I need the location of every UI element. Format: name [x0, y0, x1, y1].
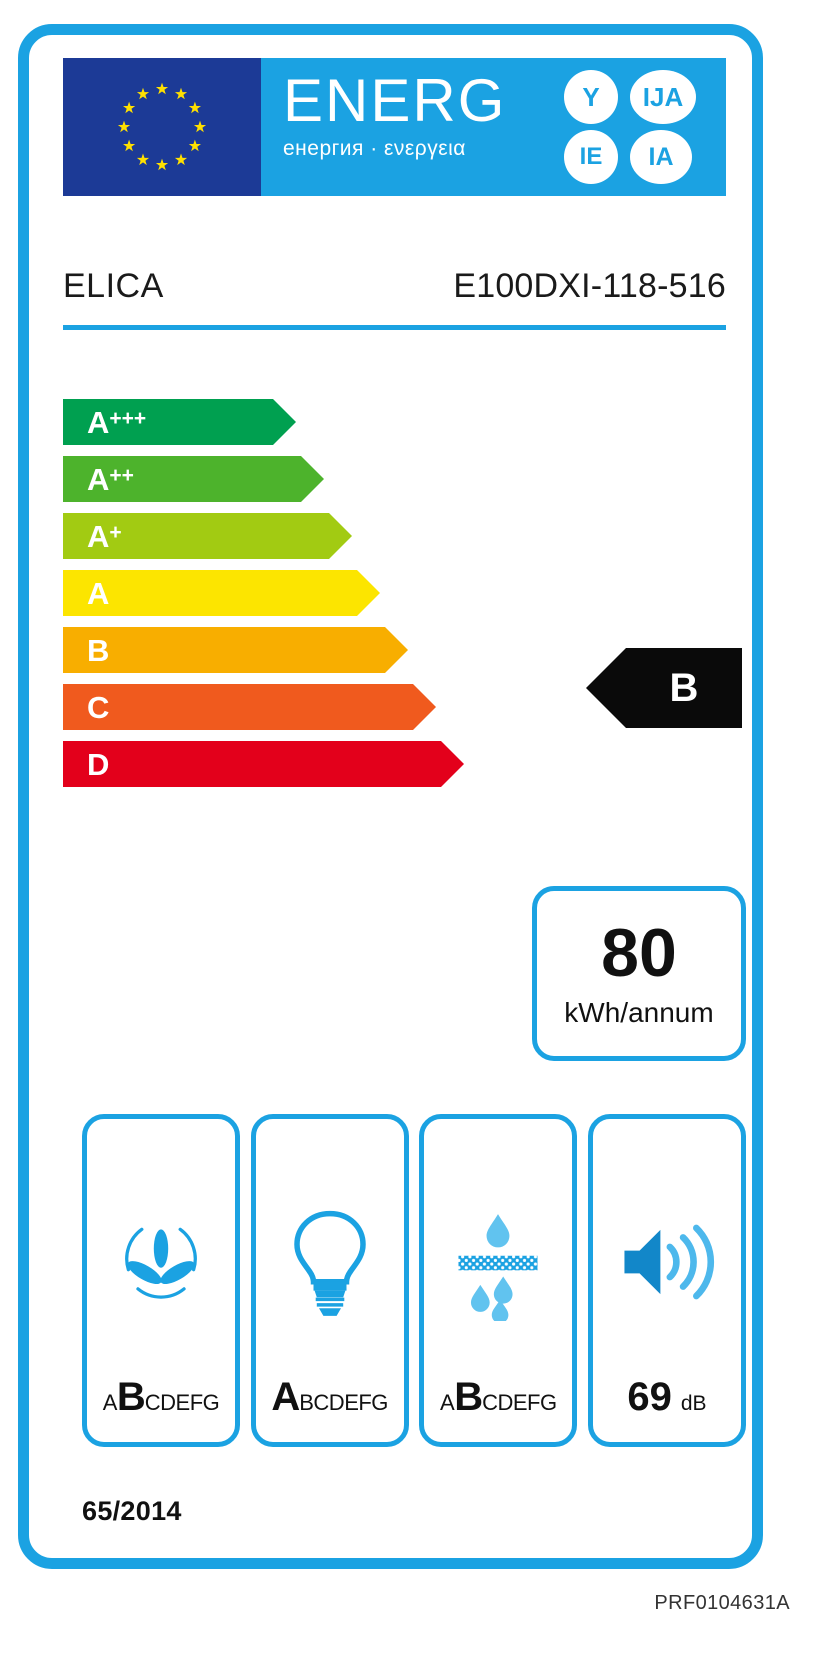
energy-class-letter: A: [87, 404, 110, 440]
document-code: PRF0104631A: [654, 1592, 790, 1614]
lightbulb-icon: [293, 1210, 366, 1316]
header-divider: [63, 325, 726, 330]
speaker-icon-wrap: [593, 1149, 741, 1375]
label-header: ENERG енергия · ενεργεια Y IJA IE IA: [63, 58, 726, 196]
noise-value: 69: [627, 1375, 672, 1419]
energ-wordmark: ENERG енергия · ενεργεια: [283, 68, 553, 162]
rating-after-letters: BCDEFG: [299, 1390, 388, 1415]
rating-fluid-dynamic-efficiency: A B CDEFG: [103, 1375, 220, 1420]
grease-filter-icon-wrap: [424, 1149, 572, 1375]
energy-class-label: A: [87, 578, 109, 609]
energy-class-arrow: A ++: [63, 456, 324, 502]
energy-class-label: A +++: [87, 407, 146, 438]
energy-class-label: A +: [87, 521, 122, 552]
panel-fluid-dynamic-efficiency: A B CDEFG: [82, 1114, 240, 1447]
energy-class-arrow: D: [63, 741, 464, 787]
energy-class-letter: A: [87, 518, 110, 554]
panel-grease-filtering-efficiency: A B CDEFG: [419, 1114, 578, 1447]
energ-word: ENERG: [283, 67, 507, 134]
scale-row-B: B: [63, 627, 483, 673]
energy-class-letter: D: [87, 746, 110, 782]
scale-row-A++: A ++: [63, 456, 483, 502]
grease-filter-icon: [458, 1214, 538, 1321]
eu-stars-icon: [117, 82, 207, 171]
rating-noise-level: 69 dB: [627, 1375, 706, 1420]
rating-after-letters: CDEFG: [482, 1390, 557, 1415]
current-class-letter: B: [669, 665, 699, 710]
energy-class-letter: B: [87, 632, 110, 668]
brand-name: ELICA: [63, 266, 164, 305]
rating-current-class: B: [116, 1375, 146, 1419]
fan-icon: [125, 1227, 197, 1299]
energy-class-letter: A: [87, 575, 110, 611]
energy-class-arrow: A: [63, 570, 380, 616]
speaker-icon: [624, 1224, 715, 1300]
energ-wordmark-block: ENERG енергия · ενεργεια Y IJA IE IA: [261, 58, 726, 196]
energy-class-arrow: C: [63, 684, 436, 730]
rating-before-letters: A: [440, 1390, 455, 1415]
fan-icon-wrap: [87, 1149, 235, 1375]
energy-label-frame: ENERG енергия · ενεργεια Y IJA IE IA ELI…: [18, 24, 763, 1569]
badge-ie: IE: [564, 130, 618, 184]
rating-after-letters: CDEFG: [144, 1390, 220, 1415]
regulation-number: 65/2014: [82, 1496, 182, 1526]
rating-before-letters: A: [102, 1390, 118, 1415]
rating-grease-filtering-efficiency: A B CDEFG: [440, 1375, 557, 1420]
rating-lighting-efficiency: A BCDEFG: [271, 1375, 388, 1420]
badge-ia: IA: [630, 130, 692, 184]
energ-language-badges: Y IJA IE IA: [562, 70, 712, 184]
class-marker-body: [626, 648, 742, 728]
current-class-marker: B: [586, 648, 742, 728]
energy-class-suffix: +: [109, 520, 122, 544]
panel-noise-level: 69 dB: [587, 1114, 746, 1447]
energy-class-arrow: A +: [63, 513, 352, 559]
energy-class-letter: A: [87, 461, 110, 497]
badge-y: Y: [564, 70, 618, 124]
energy-class-label: B: [87, 635, 109, 666]
rating-current-class: A: [271, 1375, 300, 1419]
annual-consumption-box: 80 kWh/annum: [532, 886, 746, 1061]
eu-flag: [63, 58, 261, 196]
energ-subtitle: енергия · ενεργεια: [283, 137, 466, 160]
energy-class-label: D: [87, 749, 109, 780]
product-identity-row: ELICA E100DXI-118-516: [63, 253, 726, 319]
energy-class-label: A ++: [87, 464, 134, 495]
rating-current-class: B: [454, 1375, 483, 1419]
energy-class-letter: C: [87, 689, 110, 725]
class-marker-arrow-icon: [586, 648, 626, 728]
energy-class-suffix: +++: [109, 406, 147, 430]
scale-row-D: D: [63, 741, 483, 787]
energy-class-arrow: A +++: [63, 399, 296, 445]
energy-class-suffix: ++: [109, 463, 134, 487]
scale-row-C: C: [63, 684, 483, 730]
energy-class-label: C: [87, 692, 109, 723]
scale-row-A: A: [63, 570, 483, 616]
energy-class-scale: A +++ A ++ A + A B C D: [63, 399, 483, 798]
panel-lighting-efficiency: A BCDEFG: [250, 1114, 409, 1447]
noise-unit: dB: [680, 1392, 707, 1415]
scale-row-A+: A +: [63, 513, 483, 559]
lightbulb-icon-wrap: [256, 1149, 404, 1375]
consumption-unit: kWh/annum: [564, 996, 714, 1028]
badge-ija: IJA: [630, 70, 696, 124]
energy-class-arrow: B: [63, 627, 408, 673]
metric-panels: A B CDEFG: [82, 1114, 746, 1447]
scale-row-A+++: A +++: [63, 399, 483, 445]
consumption-value: 80: [601, 914, 677, 991]
model-name: E100DXI-118-516: [453, 266, 726, 305]
